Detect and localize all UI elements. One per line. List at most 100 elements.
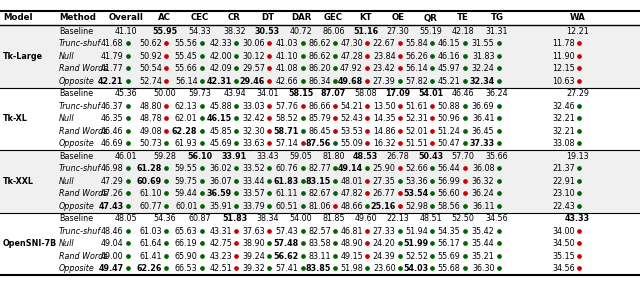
Text: 34.00: 34.00: [552, 227, 575, 236]
Text: 47.92: 47.92: [340, 64, 363, 73]
Text: 30.12: 30.12: [243, 52, 265, 61]
Text: 54.35: 54.35: [438, 227, 461, 236]
Text: 51.83: 51.83: [222, 214, 247, 223]
Text: 81.85: 81.85: [322, 214, 345, 223]
Text: 59.73: 59.73: [189, 89, 211, 98]
Text: 66.19: 66.19: [175, 239, 198, 248]
Text: 56.14: 56.14: [175, 77, 198, 86]
Text: 59.55: 59.55: [175, 164, 198, 173]
Text: 38.90: 38.90: [243, 239, 265, 248]
Text: 61.03: 61.03: [140, 227, 162, 236]
Text: 42.00: 42.00: [209, 52, 232, 61]
Text: CEC: CEC: [191, 13, 209, 23]
Text: 51.16: 51.16: [353, 27, 378, 36]
Text: 55.19: 55.19: [419, 27, 442, 36]
Text: 54.36: 54.36: [153, 214, 176, 223]
Text: 65.90: 65.90: [175, 252, 198, 261]
Text: 23.60: 23.60: [373, 264, 396, 273]
Text: 35.66: 35.66: [486, 152, 508, 161]
Text: 41.08: 41.08: [276, 64, 298, 73]
Text: 32.21: 32.21: [552, 127, 575, 136]
Text: 24.39: 24.39: [372, 252, 396, 261]
Text: 22.67: 22.67: [372, 39, 396, 48]
Text: 12.21: 12.21: [566, 27, 589, 36]
Text: 36.24: 36.24: [486, 89, 508, 98]
Text: 81.06: 81.06: [308, 202, 331, 211]
Text: 54.03: 54.03: [403, 264, 428, 273]
Text: 52.74: 52.74: [139, 77, 162, 86]
Text: OE: OE: [392, 13, 404, 23]
Text: 59.44: 59.44: [175, 189, 198, 198]
Text: 57.41: 57.41: [276, 264, 298, 273]
Text: 53.53: 53.53: [340, 127, 363, 136]
Text: TE: TE: [457, 13, 469, 23]
Text: 55.56: 55.56: [175, 39, 198, 48]
Text: AC: AC: [158, 13, 171, 23]
Text: 27.29: 27.29: [566, 89, 589, 98]
Bar: [0, 213, 640, 275]
Text: 42.31: 42.31: [207, 77, 232, 86]
Text: Trunc-shuf: Trunc-shuf: [59, 39, 101, 48]
Text: 36.30: 36.30: [472, 264, 495, 273]
Text: 50.88: 50.88: [438, 102, 461, 111]
Text: 46.37: 46.37: [101, 102, 124, 111]
Text: CR: CR: [228, 13, 241, 23]
Text: 60.01: 60.01: [175, 202, 198, 211]
Text: 35.15: 35.15: [552, 252, 575, 261]
Text: Null: Null: [59, 239, 75, 248]
Text: 60.69: 60.69: [137, 177, 162, 186]
Text: 27.33: 27.33: [372, 227, 396, 236]
Text: 38.32: 38.32: [223, 27, 246, 36]
Text: 27.39: 27.39: [372, 77, 396, 86]
Bar: [0, 25, 640, 87]
Text: 32.24: 32.24: [472, 64, 495, 73]
Text: 49.60: 49.60: [354, 214, 377, 223]
Text: Trunc-shuf: Trunc-shuf: [59, 164, 101, 173]
Text: 33.03: 33.03: [243, 102, 265, 111]
Text: 19.13: 19.13: [566, 152, 589, 161]
Text: 49.15: 49.15: [340, 252, 363, 261]
Bar: [0, 150, 640, 213]
Text: 41.77: 41.77: [100, 64, 124, 73]
Text: 26.78: 26.78: [387, 152, 410, 161]
Text: OpenSNI-7B: OpenSNI-7B: [3, 239, 57, 248]
Text: 14.86: 14.86: [373, 127, 396, 136]
Text: DAR: DAR: [291, 13, 311, 23]
Text: 36.32: 36.32: [472, 177, 495, 186]
Text: 59.05: 59.05: [289, 152, 312, 161]
Text: 56.26: 56.26: [405, 52, 428, 61]
Text: 86.62: 86.62: [308, 52, 331, 61]
Text: Null: Null: [59, 52, 75, 61]
Text: 54.00: 54.00: [290, 214, 312, 223]
Text: 57.70: 57.70: [452, 152, 474, 161]
Text: 47.82: 47.82: [340, 189, 363, 198]
Text: Rand Words: Rand Words: [59, 64, 108, 73]
Text: Null: Null: [59, 114, 75, 123]
Text: 11.90: 11.90: [552, 52, 575, 61]
Text: Trunc-shuf: Trunc-shuf: [59, 227, 101, 236]
Text: 36.24: 36.24: [472, 189, 495, 198]
Text: 42.21: 42.21: [98, 77, 124, 86]
Text: 47.29: 47.29: [100, 177, 124, 186]
Text: 60.87: 60.87: [189, 214, 211, 223]
Text: 29.46: 29.46: [240, 77, 265, 86]
Text: 33.43: 33.43: [256, 152, 279, 161]
Text: 22.13: 22.13: [387, 214, 410, 223]
Text: 47.26: 47.26: [100, 189, 124, 198]
Text: 55.66: 55.66: [175, 64, 198, 73]
Text: Tk-XXL: Tk-XXL: [3, 177, 34, 186]
Text: 54.33: 54.33: [189, 27, 211, 36]
Text: 46.15: 46.15: [438, 39, 461, 48]
Text: 52.43: 52.43: [340, 114, 363, 123]
Text: 49.47: 49.47: [99, 264, 124, 273]
Text: 27.35: 27.35: [372, 177, 396, 186]
Text: 58.56: 58.56: [438, 202, 461, 211]
Text: 43.31: 43.31: [209, 227, 232, 236]
Text: 16.32: 16.32: [373, 139, 396, 148]
Text: 48.01: 48.01: [340, 177, 363, 186]
Text: 86.62: 86.62: [308, 39, 331, 48]
Text: 56.44: 56.44: [438, 164, 461, 173]
Text: 51.51: 51.51: [405, 139, 428, 148]
Text: 23.42: 23.42: [372, 64, 396, 73]
Text: 49.04: 49.04: [101, 239, 124, 248]
